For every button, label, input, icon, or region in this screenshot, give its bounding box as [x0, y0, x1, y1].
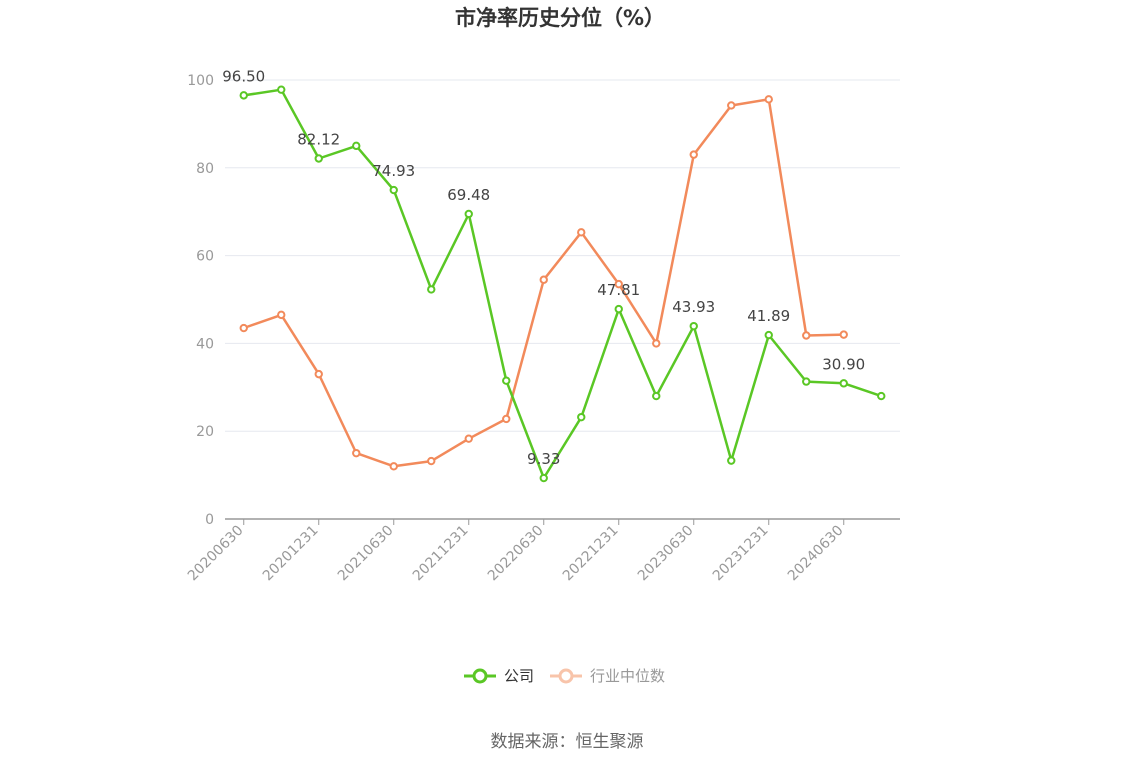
industry-point	[802, 331, 811, 340]
industry-point	[464, 434, 473, 443]
company-point	[839, 379, 848, 388]
industry-point	[839, 330, 848, 339]
x-tick-label: 20240630	[785, 523, 847, 585]
legend-item-industry[interactable]: 行业中位数	[550, 667, 665, 685]
legend-company-marker	[472, 668, 488, 684]
company-point	[277, 85, 286, 94]
data-label-company: 82.12	[297, 130, 340, 148]
company-point	[239, 91, 248, 100]
x-tick-label: 20211231	[410, 523, 472, 585]
company-point	[652, 391, 661, 401]
chart-title: 市净率历史分位（%）	[455, 6, 665, 30]
company-point	[577, 412, 586, 422]
company-point	[877, 391, 886, 401]
data-label-company: 30.90	[822, 355, 865, 373]
data-label-company: 43.93	[672, 298, 715, 316]
x-tick-label: 20220630	[485, 523, 547, 585]
series-layer	[239, 85, 886, 483]
data-labels: 96.50 82.12 74.93 69.48 9.33 47.81 43.93 41.89 3…	[222, 67, 865, 468]
industry-point	[764, 95, 773, 104]
industry-point	[389, 462, 398, 471]
company-point	[539, 473, 548, 483]
company-line	[243, 88, 882, 480]
data-label-company: 47.81	[597, 281, 640, 299]
company-point	[764, 330, 773, 340]
y-tick-label: 100	[187, 73, 214, 89]
y-tick-label: 40	[196, 336, 214, 352]
x-tick-label: 20230630	[635, 523, 697, 585]
data-label-company: 41.89	[747, 307, 790, 325]
x-tick-label: 20201231	[260, 523, 322, 585]
company-point	[502, 376, 511, 385]
industry-point	[614, 279, 623, 289]
company-point	[689, 321, 698, 331]
y-tick-label: 0	[205, 512, 214, 528]
x-tick-label: 20231231	[710, 523, 772, 585]
legend-industry-marker	[558, 668, 574, 684]
industry-point	[314, 369, 323, 379]
legend-industry-label: 行业中位数	[590, 667, 665, 685]
industry-point	[239, 323, 248, 333]
legend: 公司 行业中位数	[464, 667, 665, 685]
y-tick-label: 80	[196, 161, 214, 177]
legend-company-label: 公司	[504, 667, 534, 685]
industry-point	[689, 150, 698, 159]
company-point	[727, 456, 736, 465]
industry-point	[427, 456, 436, 466]
company-point	[352, 141, 361, 151]
company-point	[314, 154, 323, 163]
axes: 0 20 40 60 80 100 20200630 20201231 20210630 2021…	[185, 73, 900, 584]
x-tick-label: 20210630	[335, 523, 397, 585]
company-point	[427, 285, 436, 294]
y-tick-label: 60	[196, 249, 214, 265]
industry-point	[539, 275, 548, 284]
industry-point	[727, 101, 736, 110]
data-label-company: 9.33	[527, 450, 560, 468]
company-point	[802, 377, 811, 386]
data-label-company: 69.48	[447, 186, 490, 204]
data-label-company: 96.50	[222, 67, 265, 85]
industry-point	[352, 448, 361, 458]
y-tick-label: 20	[196, 424, 214, 440]
x-tick-label: 20200630	[185, 523, 247, 585]
x-tick-label: 20221231	[560, 523, 622, 585]
data-label-company: 74.93	[372, 162, 415, 180]
company-point	[464, 209, 473, 219]
company-point	[614, 304, 623, 314]
industry-point	[502, 414, 511, 424]
industry-point	[577, 228, 586, 237]
data-source: 数据来源：恒生聚源	[491, 732, 644, 752]
industry-point	[652, 339, 661, 348]
industry-point	[277, 310, 286, 320]
company-point	[389, 185, 398, 195]
legend-item-company[interactable]: 公司	[464, 667, 534, 685]
